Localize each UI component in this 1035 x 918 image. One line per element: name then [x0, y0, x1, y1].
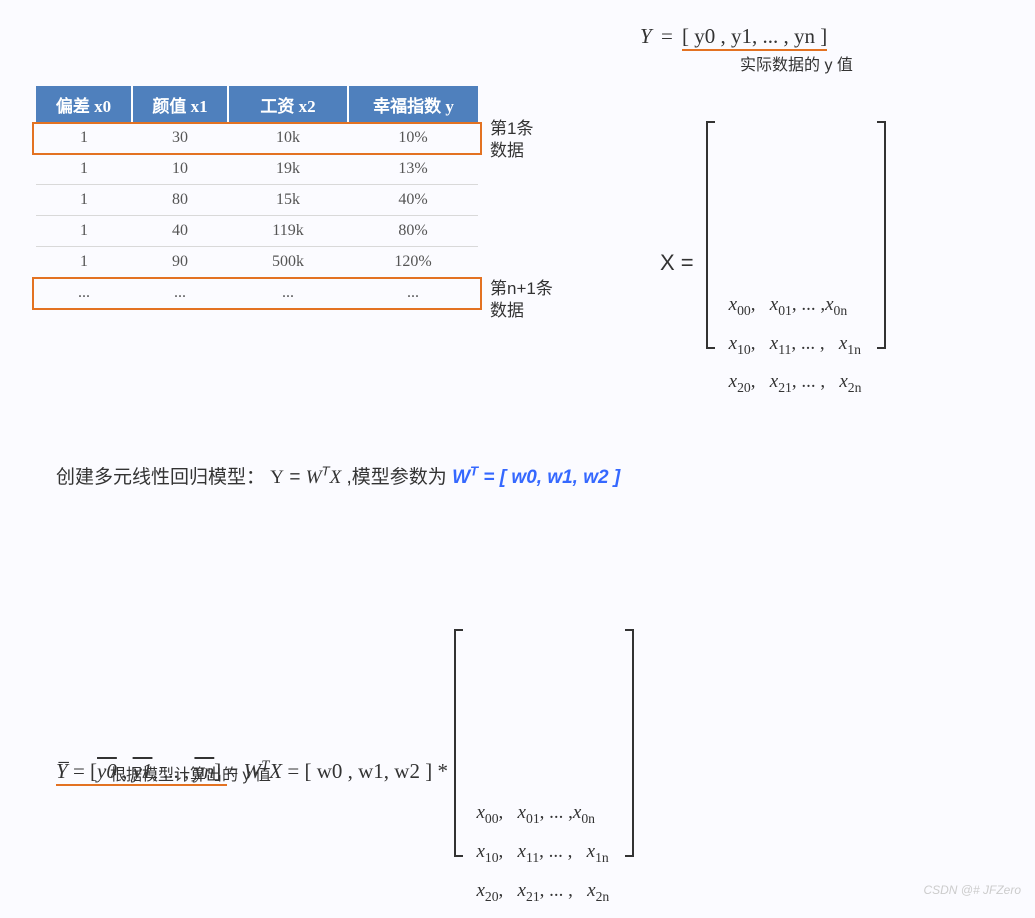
table-cell: 15k	[228, 185, 348, 216]
th-y: 幸福指数 y	[348, 86, 478, 123]
table-cell: 80%	[348, 216, 478, 247]
table-cell: 90	[132, 247, 228, 278]
table-cell: 40%	[348, 185, 478, 216]
row-anno-1: 第1条数据	[490, 118, 533, 162]
table-row: ............	[36, 278, 478, 309]
table-cell: 80	[132, 185, 228, 216]
table-cell: 1	[36, 154, 132, 185]
table-row: 140119k80%	[36, 216, 478, 247]
watermark: CSDN @# JFZero	[923, 883, 1021, 897]
table-cell: 30	[132, 123, 228, 154]
eq-y-caption: 实际数据的 y 值	[740, 56, 853, 77]
mx2-row-2: x20, x21, ... , x2n	[476, 880, 609, 905]
th-x0: 偏差 x0	[36, 86, 132, 123]
mx2-row-1: x10, x11, ... , x1n	[476, 841, 609, 866]
th-x1: 颜值 x1	[132, 86, 228, 123]
table-cell: 500k	[228, 247, 348, 278]
table-cell: 1	[36, 216, 132, 247]
table-cell: ...	[228, 278, 348, 309]
table-row: 190500k120%	[36, 247, 478, 278]
eq-y-vector: Y = [ y0 , y1, ... , yn ]	[640, 24, 827, 49]
table-cell: 10	[132, 154, 228, 185]
th-x2: 工资 x2	[228, 86, 348, 123]
table-cell: 1	[36, 123, 132, 154]
table-cell: 10k	[228, 123, 348, 154]
mx-row-1: x10, x11, ... , x1n	[729, 333, 862, 358]
mx-row-0: x00, x01, ... ,x0n	[729, 294, 862, 319]
model-statement: 创建多元线性回归模型： Y = WTX ,模型参数为 WT = [ w0, w1…	[56, 462, 620, 489]
table-row: 13010k10%	[36, 123, 478, 154]
table-cell: 1	[36, 247, 132, 278]
data-table-region: 偏差 x0 颜值 x1 工资 x2 幸福指数 y 13010k10%11019k…	[36, 86, 478, 309]
row-anno-n1: 第n+1条数据	[490, 278, 553, 322]
table-cell: ...	[348, 278, 478, 309]
table-header-row: 偏差 x0 颜值 x1 工资 x2 幸福指数 y	[36, 86, 478, 123]
mx2-row-0: x00, x01, ... ,x0n	[476, 802, 609, 827]
eq-x-matrix: X = x00, x01, ... ,x0n x10, x11, ... , x…	[660, 120, 885, 410]
table-cell: 40	[132, 216, 228, 247]
table-cell: 10%	[348, 123, 478, 154]
data-table: 偏差 x0 颜值 x1 工资 x2 幸福指数 y 13010k10%11019k…	[36, 86, 478, 309]
table-cell: 120%	[348, 247, 478, 278]
table-cell: ...	[132, 278, 228, 309]
mx-row-2: x20, x21, ... , x2n	[729, 371, 862, 396]
table-cell: 19k	[228, 154, 348, 185]
table-cell: ...	[36, 278, 132, 309]
table-cell: 119k	[228, 216, 348, 247]
eq-ybar-caption: 根据模型计算出的 y 值	[110, 766, 271, 787]
table-cell: 1	[36, 185, 132, 216]
table-cell: 13%	[348, 154, 478, 185]
table-row: 11019k13%	[36, 154, 478, 185]
table-row: 18015k40%	[36, 185, 478, 216]
